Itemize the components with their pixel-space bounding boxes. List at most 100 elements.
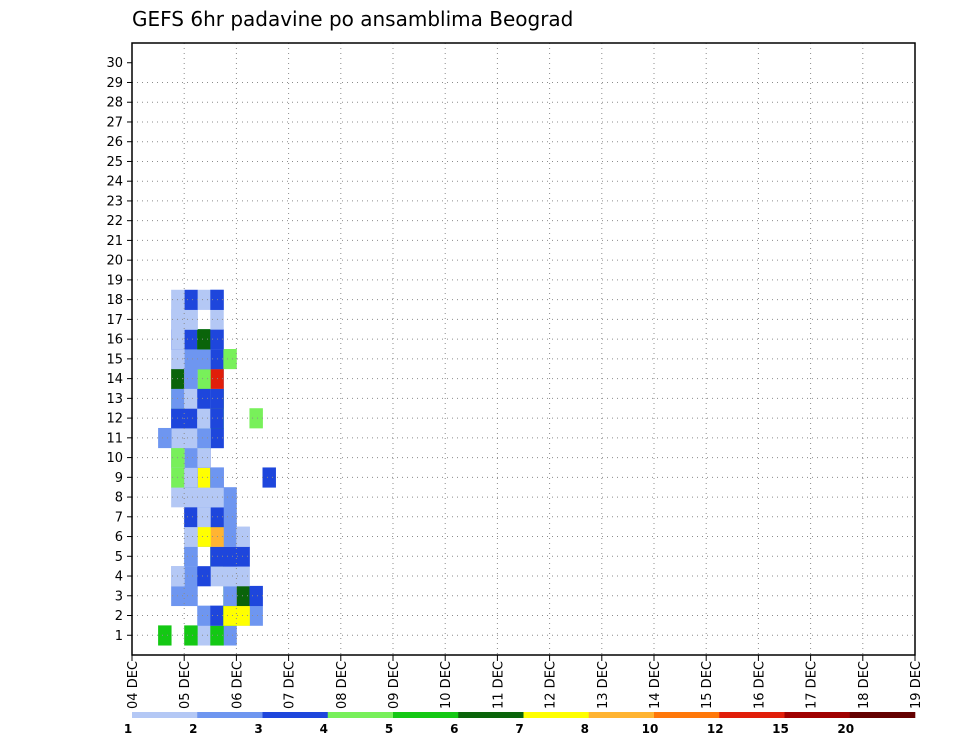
y-axis: 1234567891011121314151617181920212223242… xyxy=(106,56,132,644)
heatmap-cell xyxy=(223,585,237,607)
x-tick-label: 17 DEC xyxy=(805,661,820,709)
heatmap-cell xyxy=(236,566,250,587)
y-tick-label: 21 xyxy=(106,234,123,249)
chart-title: GEFS 6hr padavine po ansamblima Beograd xyxy=(132,7,573,31)
y-tick-label: 11 xyxy=(106,431,123,446)
heatmap-cell xyxy=(184,625,198,646)
y-tick-label: 3 xyxy=(115,589,123,604)
heatmap-cell xyxy=(236,546,250,567)
x-tick-label: 15 DEC xyxy=(700,661,715,709)
y-tick-label: 19 xyxy=(106,273,123,288)
heatmap-cell xyxy=(223,487,237,508)
y-tick-label: 7 xyxy=(115,510,123,525)
heatmap-cell xyxy=(249,605,263,626)
heatmap-cell xyxy=(184,368,198,389)
heatmap-cell xyxy=(184,447,198,468)
heatmap-cell xyxy=(184,408,198,429)
legend-label: 4 xyxy=(320,722,328,736)
heatmap-cell xyxy=(184,585,198,607)
heatmap-cell xyxy=(236,585,250,607)
y-tick-label: 26 xyxy=(106,135,123,150)
x-tick-label: 18 DEC xyxy=(857,661,872,709)
heatmap-cell xyxy=(223,546,237,567)
x-tick-label: 14 DEC xyxy=(648,661,663,709)
heatmap-cell xyxy=(197,467,211,488)
heatmap-cell xyxy=(197,605,211,626)
heatmap-cell xyxy=(184,526,198,547)
legend-label: 3 xyxy=(254,722,262,736)
legend-label: 7 xyxy=(515,722,523,736)
heatmap-cell xyxy=(184,309,198,330)
x-tick-label: 12 DEC xyxy=(544,661,559,709)
legend-label: 6 xyxy=(450,722,458,736)
legend-label: 2 xyxy=(189,722,197,736)
y-tick-label: 30 xyxy=(106,56,123,71)
legend-swatch xyxy=(132,712,198,718)
legend-swatch xyxy=(393,712,459,718)
legend-swatch xyxy=(262,712,329,718)
y-tick-label: 10 xyxy=(106,451,123,466)
heatmap-cell xyxy=(197,388,211,409)
heatmap-cell xyxy=(197,487,211,508)
y-tick-label: 6 xyxy=(115,530,123,545)
heatmap-cell xyxy=(262,467,276,488)
x-tick-label: 13 DEC xyxy=(596,661,611,709)
x-tick-label: 10 DEC xyxy=(439,661,454,709)
heatmap-cell xyxy=(184,546,198,567)
heatmap-cell xyxy=(236,526,250,547)
legend-label: 5 xyxy=(385,722,393,736)
y-tick-label: 4 xyxy=(115,570,123,585)
y-tick-label: 27 xyxy=(106,115,123,130)
y-tick-label: 2 xyxy=(115,609,123,624)
x-tick-label: 06 DEC xyxy=(230,661,245,709)
heatmap-cell xyxy=(158,625,172,646)
heatmap-cell xyxy=(184,289,198,310)
heatmap-cell xyxy=(197,447,211,468)
heatmap-cells xyxy=(158,289,276,646)
heatmap-cell xyxy=(197,625,211,646)
y-tick-label: 20 xyxy=(106,254,123,269)
legend-label: 15 xyxy=(772,722,789,736)
y-tick-label: 5 xyxy=(115,550,123,565)
y-tick-label: 24 xyxy=(106,175,123,190)
heatmap-cell xyxy=(249,408,263,429)
y-tick-label: 9 xyxy=(115,471,123,486)
x-tick-label: 11 DEC xyxy=(491,661,506,709)
legend-swatch xyxy=(458,712,524,718)
x-tick-label: 19 DEC xyxy=(909,661,924,709)
heatmap-cell xyxy=(184,566,198,587)
x-tick-label: 09 DEC xyxy=(387,661,402,709)
heatmap-cell xyxy=(223,605,237,626)
heatmap-cell xyxy=(184,388,198,409)
legend-swatch xyxy=(588,712,655,718)
legend-swatch xyxy=(719,712,785,718)
heatmap-cell xyxy=(197,526,211,547)
legend-swatch xyxy=(523,712,590,718)
heatmap-cell xyxy=(197,427,211,449)
heatmap-cell xyxy=(223,349,237,370)
heatmap-cell xyxy=(184,487,198,508)
y-tick-label: 28 xyxy=(106,96,123,111)
heatmap-cell xyxy=(197,506,211,528)
legend-label: 20 xyxy=(837,722,854,736)
heatmap-cell xyxy=(197,408,211,429)
y-tick-label: 12 xyxy=(106,412,123,427)
heatmap-cell xyxy=(197,566,211,587)
x-axis: 04 DEC 05 DEC 06 DEC 07 DEC 08 DEC 09 DEC 10 D… xyxy=(126,655,924,709)
x-tick-label: 04 DEC xyxy=(126,661,141,709)
x-tick-label: 05 DEC xyxy=(178,661,193,709)
heatmap-cell xyxy=(223,566,237,587)
y-tick-label: 18 xyxy=(106,293,123,308)
y-tick-label: 14 xyxy=(106,372,123,387)
grid-lines xyxy=(132,43,915,655)
heatmap-cell xyxy=(236,605,250,626)
heatmap-cell xyxy=(184,427,198,449)
heatmap-cell xyxy=(158,427,172,449)
legend-label: 10 xyxy=(642,722,659,736)
y-tick-label: 1 xyxy=(115,629,123,644)
color-legend: 1 2 3 4 5 6 7 8 10 12 15 20 xyxy=(124,712,916,736)
heatmap-cell xyxy=(197,368,211,389)
heatmap-cell xyxy=(197,289,211,310)
y-tick-label: 16 xyxy=(106,333,123,348)
